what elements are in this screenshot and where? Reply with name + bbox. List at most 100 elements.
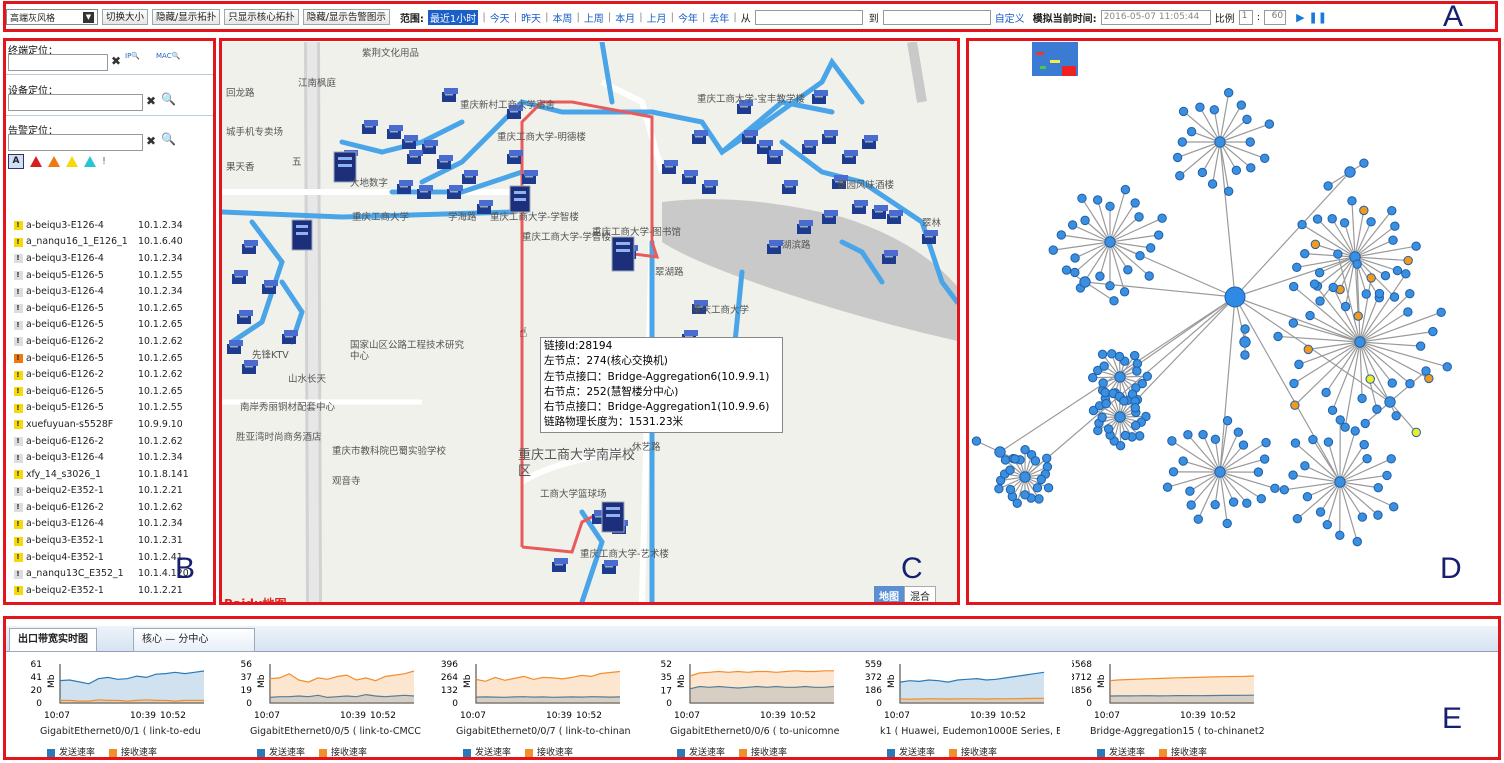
topology-node[interactable] [1261, 437, 1271, 448]
topology-node[interactable] [1036, 474, 1047, 485]
minor-alarm-icon[interactable] [66, 156, 78, 167]
topology-node[interactable] [1386, 454, 1396, 464]
topology-node[interactable] [1223, 88, 1234, 98]
toggle-size-button[interactable]: 切换大小 [102, 9, 149, 25]
topology-node[interactable] [1344, 166, 1356, 178]
warning-alarm-icon[interactable] [84, 156, 96, 167]
topology-node[interactable] [1428, 326, 1438, 337]
topology-node[interactable] [1357, 512, 1368, 522]
topology-node[interactable] [1198, 429, 1208, 440]
topology-node[interactable] [1186, 126, 1197, 137]
clear-icon[interactable]: ✖ [111, 54, 122, 68]
legend-send[interactable]: 发送速率 [47, 745, 95, 758]
topology-node[interactable] [1105, 201, 1115, 212]
alarm-row[interactable]: ! a-beiqu3-E126-4 10.1.2.34 [10, 449, 216, 466]
topology-node[interactable] [1288, 318, 1298, 328]
range-last-week[interactable]: 上周 [583, 13, 604, 25]
building-icon[interactable] [742, 130, 758, 144]
topology-node[interactable] [1388, 235, 1398, 245]
topology-node[interactable] [1352, 536, 1362, 547]
topology-node[interactable] [1373, 482, 1383, 493]
topology-node[interactable] [1231, 165, 1242, 176]
topology-node[interactable] [994, 446, 1006, 458]
topology-node[interactable] [1144, 271, 1154, 281]
topology-node[interactable] [1308, 434, 1318, 445]
alarm-row[interactable]: ! a-beiqu3-E352-1 10.1.2.31 [10, 532, 216, 549]
alarm-row[interactable]: ! a_nanqu16_1_E126_1 10.1.6.40 [10, 234, 216, 251]
terminal-search-input[interactable] [8, 54, 108, 71]
map-type-button[interactable]: 地图 [874, 586, 904, 602]
topology-node[interactable] [1130, 420, 1141, 431]
topology-node[interactable] [1005, 465, 1015, 475]
topology-node[interactable] [1114, 411, 1126, 423]
topology-node[interactable] [1357, 393, 1367, 404]
alarm-row[interactable]: ! a-beiqu2-E352-1 10.1.2.21 [10, 582, 216, 599]
topology-node[interactable] [1347, 196, 1357, 206]
building-icon[interactable] [227, 340, 243, 354]
alarm-row[interactable]: ! a-beiqu6-E126-5 10.1.2.65 [10, 317, 216, 334]
topology-node[interactable] [1222, 415, 1233, 426]
building-icon[interactable] [242, 360, 258, 374]
topology-node[interactable] [1384, 396, 1396, 408]
topology-node[interactable] [1294, 359, 1304, 370]
alarm-row[interactable]: ! a-beiqu4-E352-1 10.1.2.41 [10, 549, 216, 566]
legend-send[interactable]: 发送速率 [257, 745, 305, 758]
topology-node[interactable] [1339, 218, 1350, 228]
alarm-row[interactable]: ! xuefuyuan-s5528F 10.9.9.10 [10, 416, 216, 433]
building-icon[interactable] [232, 270, 248, 284]
server-icon[interactable] [611, 236, 635, 272]
building-icon[interactable] [362, 120, 378, 134]
topology-node[interactable] [1242, 114, 1252, 125]
topology-node[interactable] [1214, 136, 1226, 148]
topology-node[interactable] [1233, 427, 1244, 437]
topology-node[interactable] [1236, 100, 1247, 110]
topology-node[interactable] [1183, 430, 1193, 440]
topology-node[interactable] [1273, 331, 1283, 342]
highlighted-link[interactable] [520, 100, 660, 547]
topology-node[interactable] [1135, 251, 1145, 261]
minimap[interactable] [1032, 42, 1078, 76]
topology-node[interactable] [1239, 336, 1251, 348]
topology-node[interactable] [1178, 456, 1188, 466]
building-icon[interactable] [737, 100, 753, 114]
topology-node[interactable] [1436, 307, 1446, 317]
topology-node[interactable] [1056, 230, 1067, 240]
topology-node[interactable] [1366, 217, 1376, 227]
building-icon[interactable] [767, 240, 783, 254]
range-today[interactable]: 今天 [489, 13, 510, 25]
building-icon[interactable] [692, 130, 708, 144]
building-icon[interactable] [402, 135, 418, 149]
building-icon[interactable] [262, 280, 278, 294]
topology-node[interactable] [1360, 418, 1370, 429]
building-icon[interactable] [812, 90, 828, 104]
topology-node[interactable] [1403, 307, 1413, 317]
topology-node[interactable] [1162, 482, 1173, 492]
topology-node[interactable] [1092, 195, 1103, 205]
building-icon[interactable] [842, 150, 858, 164]
topology-node[interactable] [1310, 239, 1321, 250]
topology-node[interactable] [1340, 301, 1351, 312]
topology-node[interactable] [1389, 502, 1399, 512]
topology-node[interactable] [1080, 215, 1090, 226]
topology-node[interactable] [1403, 255, 1413, 266]
topology-node[interactable] [1245, 137, 1255, 147]
topology-node[interactable] [1323, 181, 1333, 191]
building-icon[interactable] [447, 185, 463, 199]
topology-node[interactable] [1411, 241, 1421, 251]
ratio-b-input[interactable]: 60 [1264, 9, 1287, 25]
topology-node[interactable] [1061, 265, 1072, 275]
alarm-row[interactable]: ! a-beiqu6-E126-2 10.1.2.62 [10, 499, 216, 516]
building-icon[interactable] [757, 140, 773, 154]
topology-node[interactable] [1209, 105, 1220, 115]
topology-node[interactable] [1365, 374, 1375, 384]
building-icon[interactable] [887, 210, 903, 224]
topology-node[interactable] [1114, 371, 1126, 383]
topology-node[interactable] [1391, 411, 1401, 421]
topology-node[interactable] [1353, 311, 1363, 321]
server-icon[interactable] [509, 185, 531, 213]
topology-node[interactable] [1390, 221, 1400, 231]
topology-node[interactable] [1382, 470, 1392, 481]
building-icon[interactable] [797, 220, 813, 234]
topology-node[interactable] [1193, 514, 1203, 524]
topology-node[interactable] [1145, 243, 1156, 253]
